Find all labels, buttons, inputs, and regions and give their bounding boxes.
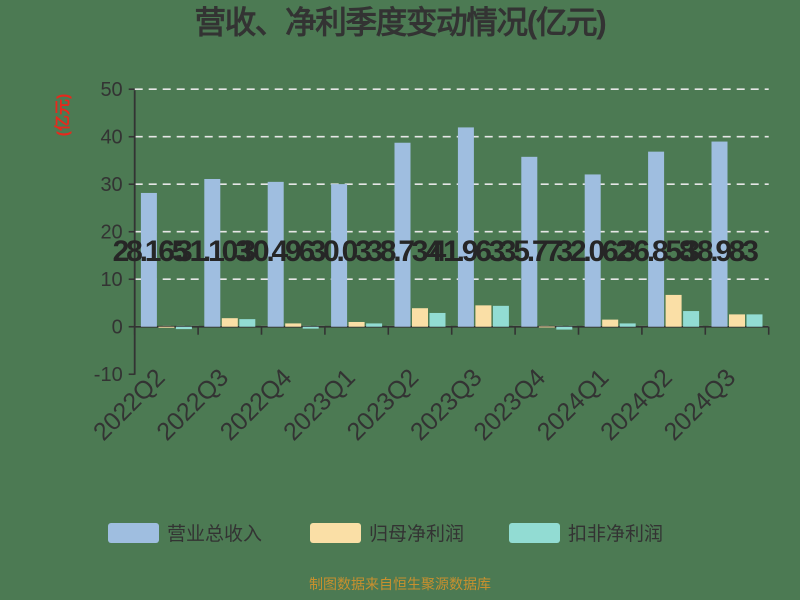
svg-text:30.03: 30.03 (310, 235, 372, 268)
svg-text:营业总收入: 营业总收入 (167, 523, 262, 545)
svg-text:50: 50 (100, 79, 122, 101)
svg-text:30: 30 (100, 174, 122, 196)
svg-text:-10: -10 (94, 364, 123, 386)
svg-text:41.963: 41.963 (430, 235, 505, 268)
svg-text:30.496: 30.496 (239, 235, 314, 268)
svg-text:营收、净利季度变动情况(亿元): 营收、净利季度变动情况(亿元) (195, 4, 606, 40)
svg-text:制图数据来自恒生聚源数据库: 制图数据来自恒生聚源数据库 (309, 576, 491, 592)
svg-text:40: 40 (100, 127, 122, 149)
svg-text:10: 10 (100, 269, 122, 291)
svg-text:0: 0 (112, 317, 123, 339)
svg-text:扣非净利润: 扣非净利润 (568, 523, 663, 545)
svg-text:35.77: 35.77 (500, 235, 562, 268)
svg-text:38.983: 38.983 (683, 235, 758, 268)
svg-text:归母净利润: 归母净利润 (369, 523, 464, 545)
svg-text:(亿元): (亿元) (53, 94, 72, 137)
